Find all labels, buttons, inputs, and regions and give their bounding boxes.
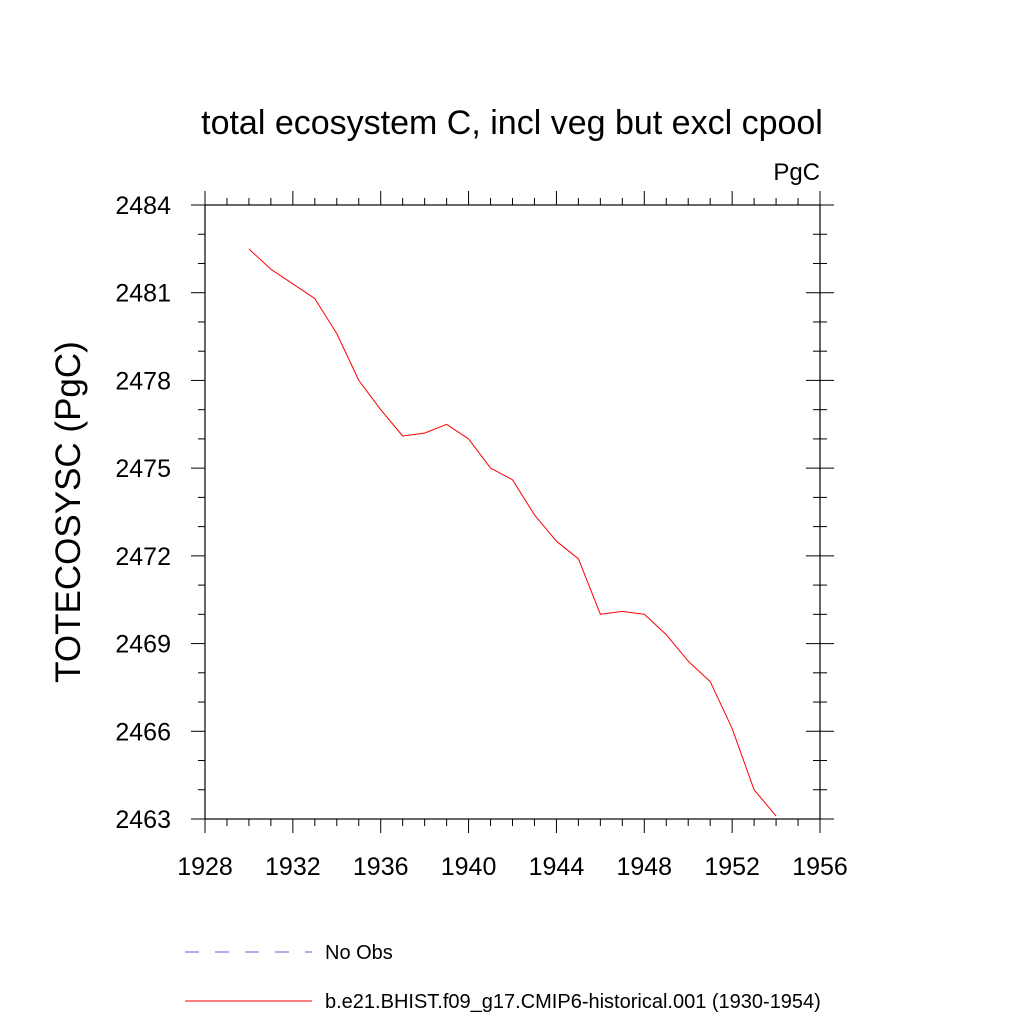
y-tick-label: 2472 (115, 543, 171, 571)
x-tick-label: 1956 (792, 853, 848, 881)
units-label: PgC (773, 159, 820, 186)
y-tick-label: 2469 (115, 631, 171, 659)
y-tick-label: 2481 (115, 280, 171, 308)
x-tick-label: 1932 (265, 853, 321, 881)
x-tick-label: 1944 (529, 853, 585, 881)
plot-frame (204, 204, 821, 820)
chart-title: total ecosystem C, incl veg but excl cpo… (201, 104, 823, 142)
x-tick-label: 1928 (177, 853, 233, 881)
legend-label-historical: b.e21.BHIST.f09_g17.CMIP6-historical.001… (325, 991, 821, 1013)
legend: No Obs b.e21.BHIST.f09_g17.CMIP6-histori… (185, 942, 821, 1013)
x-tick-label: 1940 (441, 853, 497, 881)
axis-ticks (191, 191, 834, 833)
y-tick-label: 2478 (115, 367, 171, 395)
y-tick-label: 2463 (115, 806, 171, 834)
y-axis-label: TOTECOSYSC (PgC) (49, 341, 88, 683)
series-line-0 (248, 248, 777, 817)
y-tick-label: 2466 (115, 718, 171, 746)
x-tick-label: 1936 (353, 853, 409, 881)
y-tick-label: 2475 (115, 455, 171, 483)
x-tick-label: 1952 (704, 853, 760, 881)
x-tick-label: 1948 (616, 853, 672, 881)
y-tick-label: 2484 (115, 192, 171, 220)
series-layer (248, 248, 777, 817)
legend-label-no-obs: No Obs (325, 942, 393, 964)
axis-tick-labels: 1928 1932 1936 1940 1944 1948 1952 1956 2463 2466… (115, 192, 847, 881)
